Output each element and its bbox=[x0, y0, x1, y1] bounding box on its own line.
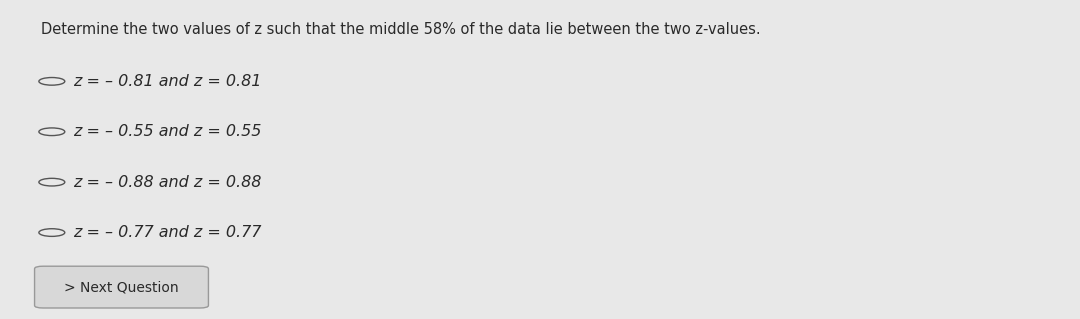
Text: z = – 0.81 and z = 0.81: z = – 0.81 and z = 0.81 bbox=[73, 74, 261, 89]
Text: z = – 0.88 and z = 0.88: z = – 0.88 and z = 0.88 bbox=[73, 174, 261, 190]
Text: z = – 0.77 and z = 0.77: z = – 0.77 and z = 0.77 bbox=[73, 225, 261, 240]
Text: > Next Question: > Next Question bbox=[64, 280, 179, 294]
Text: z = – 0.55 and z = 0.55: z = – 0.55 and z = 0.55 bbox=[73, 124, 261, 139]
FancyBboxPatch shape bbox=[35, 266, 208, 308]
Text: Determine the two values of z such that the middle 58% of the data lie between t: Determine the two values of z such that … bbox=[41, 22, 760, 37]
